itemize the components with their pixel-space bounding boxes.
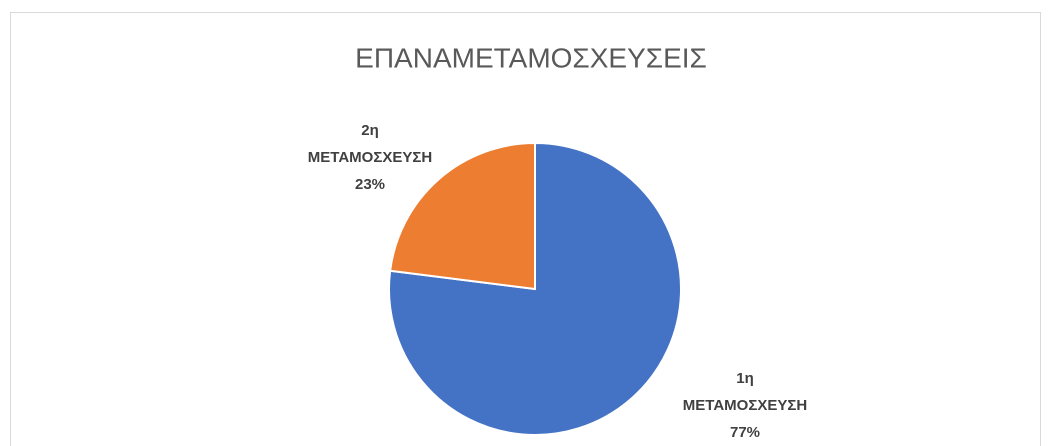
data-label-value: 23% [354,176,386,193]
pie-slice [389,141,536,291]
chart-title: ΕΠΑΝΑΜΕΤΑΜΟΣΧΕΥΣΕΙΣ [355,42,707,73]
data-label-category: 1η ΜΕΤΑΜΟΣΧΕΥΣΗ [682,370,808,414]
data-label: 2η ΜΕΤΑΜΟΣΧΕΥΣΗ 23% [280,117,460,198]
chart-border [10,12,1041,446]
data-label: 1η ΜΕΤΑΜΟΣΧΕΥΣΗ 77% [655,365,835,446]
data-label-category: 2η ΜΕΤΑΜΟΣΧΕΥΣΗ [307,122,433,166]
data-label-value: 77% [729,424,761,441]
